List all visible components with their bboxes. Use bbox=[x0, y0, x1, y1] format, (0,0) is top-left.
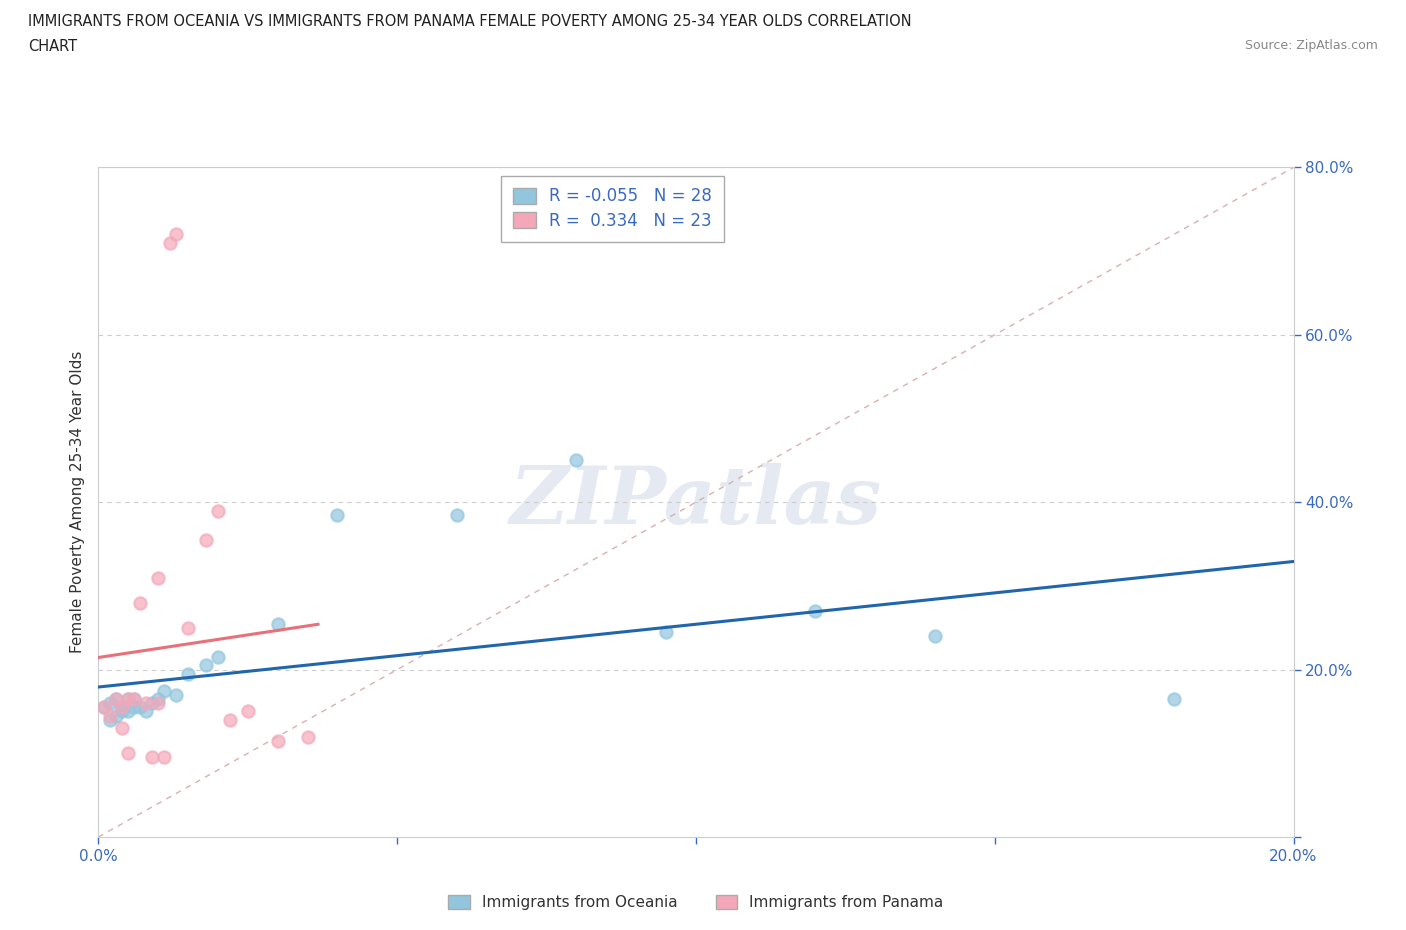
Point bbox=[326, 508, 349, 523]
Point bbox=[98, 712, 122, 727]
Point bbox=[804, 604, 827, 618]
Point bbox=[148, 692, 170, 707]
Text: IMMIGRANTS FROM OCEANIA VS IMMIGRANTS FROM PANAMA FEMALE POVERTY AMONG 25-34 YEA: IMMIGRANTS FROM OCEANIA VS IMMIGRANTS FR… bbox=[28, 14, 911, 29]
Point bbox=[124, 692, 146, 707]
Point bbox=[655, 625, 678, 640]
Point bbox=[129, 595, 152, 610]
Point bbox=[446, 508, 468, 523]
Legend: Immigrants from Oceania, Immigrants from Panama: Immigrants from Oceania, Immigrants from… bbox=[443, 889, 949, 916]
Point bbox=[111, 721, 134, 736]
Text: CHART: CHART bbox=[28, 39, 77, 54]
Point bbox=[1163, 692, 1185, 707]
Point bbox=[207, 503, 229, 518]
Point bbox=[111, 700, 134, 715]
Point bbox=[124, 700, 146, 715]
Point bbox=[194, 658, 218, 673]
Point bbox=[93, 700, 115, 715]
Point bbox=[117, 692, 139, 707]
Point bbox=[207, 650, 229, 665]
Point bbox=[165, 687, 187, 702]
Point bbox=[177, 620, 200, 635]
Point bbox=[135, 704, 157, 719]
Point bbox=[141, 696, 163, 711]
Point bbox=[148, 570, 170, 585]
Point bbox=[105, 692, 128, 707]
Point bbox=[177, 666, 200, 681]
Point bbox=[565, 453, 588, 468]
Point bbox=[117, 692, 139, 707]
Point bbox=[117, 746, 139, 761]
Point bbox=[98, 696, 122, 711]
Text: ZIPatlas: ZIPatlas bbox=[510, 463, 882, 541]
Point bbox=[219, 712, 242, 727]
Point bbox=[124, 692, 146, 707]
Point bbox=[236, 704, 259, 719]
Point bbox=[129, 700, 152, 715]
Point bbox=[111, 700, 134, 715]
Point bbox=[267, 733, 290, 748]
Point bbox=[111, 704, 134, 719]
Point bbox=[165, 227, 187, 242]
Point bbox=[194, 532, 218, 547]
Point bbox=[159, 235, 181, 250]
Point bbox=[141, 750, 163, 764]
Point bbox=[148, 696, 170, 711]
Point bbox=[297, 729, 319, 744]
Point bbox=[117, 704, 139, 719]
Point bbox=[105, 709, 128, 724]
Point bbox=[267, 617, 290, 631]
Point bbox=[153, 750, 176, 764]
Point bbox=[135, 696, 157, 711]
Point bbox=[153, 683, 176, 698]
Point bbox=[93, 700, 115, 715]
Text: Source: ZipAtlas.com: Source: ZipAtlas.com bbox=[1244, 39, 1378, 52]
Y-axis label: Female Poverty Among 25-34 Year Olds: Female Poverty Among 25-34 Year Olds bbox=[69, 351, 84, 654]
Point bbox=[924, 629, 946, 644]
Point bbox=[105, 692, 128, 707]
Point bbox=[98, 709, 122, 724]
